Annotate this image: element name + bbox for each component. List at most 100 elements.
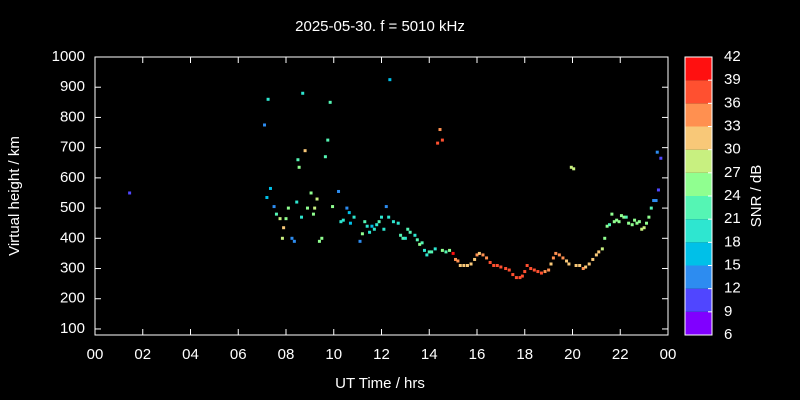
data-point (652, 199, 656, 203)
data-point (331, 205, 335, 209)
data-point (360, 232, 364, 236)
data-point (647, 215, 651, 219)
data-point (603, 236, 607, 240)
data-point (413, 233, 417, 237)
data-point (520, 274, 524, 278)
colorbar-band (685, 149, 712, 173)
data-point (295, 200, 299, 204)
colorbar-band (685, 242, 712, 266)
data-point (581, 267, 585, 271)
x-axis-label: UT Time / hrs (335, 375, 425, 392)
data-point (642, 226, 646, 230)
data-point (363, 220, 367, 224)
data-point (403, 236, 407, 240)
data-point (523, 270, 527, 274)
data-point (451, 251, 455, 255)
data-point (492, 264, 496, 267)
data-point (388, 78, 392, 82)
colorbar-band (685, 311, 712, 335)
data-point (365, 224, 369, 228)
colorbar-band (685, 265, 712, 289)
colorbar-band (685, 126, 712, 150)
data-point (617, 220, 621, 224)
data-point (341, 218, 345, 222)
colorbar-tick-label: 15 (724, 256, 741, 273)
colorbar-band (685, 103, 712, 127)
data-point (326, 138, 330, 142)
data-point (454, 257, 458, 261)
colorbar-tick-label: 27 (724, 164, 741, 181)
colorbar-band (685, 196, 712, 220)
data-point (401, 236, 405, 240)
data-point (640, 227, 644, 231)
data-point (377, 220, 381, 224)
data-point (303, 149, 307, 153)
y-tick-label: 200 (60, 290, 85, 307)
data-point (594, 253, 598, 257)
x-tick-label: 12 (373, 346, 390, 363)
data-point (495, 264, 499, 267)
colorbar-band (685, 80, 712, 104)
data-point (600, 247, 604, 251)
y-tick-label: 400 (60, 229, 85, 246)
data-point (290, 236, 294, 240)
y-tick-label: 500 (60, 199, 85, 216)
data-point (382, 227, 386, 231)
data-point (567, 262, 571, 266)
data-point (296, 158, 300, 162)
data-point (266, 97, 270, 101)
y-tick-label: 900 (60, 78, 85, 95)
data-point (485, 256, 489, 260)
data-point (280, 236, 284, 240)
data-point (637, 220, 641, 224)
data-point (368, 230, 372, 234)
data-point (659, 156, 663, 160)
data-point (436, 141, 440, 145)
data-point (433, 247, 437, 251)
data-point (619, 214, 623, 218)
data-point (440, 138, 444, 142)
colorbar-tick-label: 39 (724, 71, 741, 88)
data-point (475, 253, 479, 257)
data-point (554, 251, 558, 255)
data-point (574, 264, 578, 267)
data-point (313, 206, 317, 210)
colorbar-tick-label: 12 (724, 280, 741, 297)
data-point (612, 220, 616, 224)
y-tick-label: 300 (60, 259, 85, 276)
x-tick-label: 02 (134, 346, 151, 363)
data-point (569, 165, 573, 169)
data-point (649, 206, 653, 210)
data-point (347, 211, 351, 215)
colorbar-tick-label: 30 (724, 141, 741, 158)
data-point (339, 220, 343, 224)
data-point (420, 241, 424, 245)
data-point (462, 264, 466, 267)
data-point (518, 276, 522, 280)
data-point (328, 100, 332, 104)
data-point (565, 259, 569, 263)
colorbar-band (685, 288, 712, 312)
x-tick-label: 04 (182, 346, 199, 363)
data-point (375, 223, 379, 227)
data-point (415, 238, 419, 242)
data-point (572, 167, 576, 171)
x-tick-label: 18 (516, 346, 533, 363)
data-point (305, 206, 309, 210)
data-point (284, 217, 288, 221)
data-point (427, 250, 431, 254)
data-point (311, 212, 315, 216)
data-point (655, 150, 659, 154)
data-point (380, 215, 383, 219)
data-point (263, 123, 267, 127)
data-point (337, 189, 341, 193)
x-tick-label: 06 (230, 346, 247, 363)
y-tick-label: 100 (60, 320, 85, 337)
colorbar-tick-label: 33 (724, 117, 741, 134)
y-tick-label: 600 (60, 169, 85, 186)
data-point (591, 257, 595, 261)
y-tick-label: 1000 (52, 48, 85, 65)
data-point (422, 248, 426, 252)
data-point (345, 206, 349, 210)
data-point (578, 264, 582, 267)
